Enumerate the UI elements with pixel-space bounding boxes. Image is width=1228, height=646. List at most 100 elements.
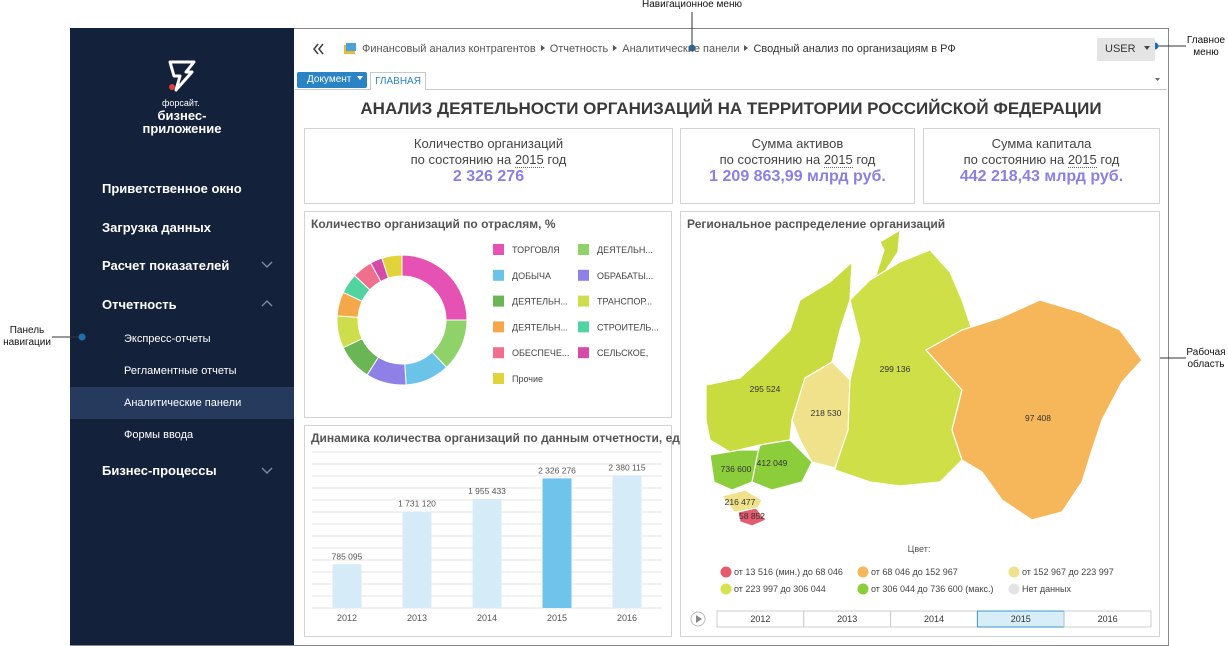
legend-swatch <box>578 295 589 307</box>
kpi-suffix: год <box>1100 152 1120 167</box>
callout-line: Рабочая <box>1186 347 1226 358</box>
year-label[interactable]: 2016 <box>1098 614 1118 624</box>
caret[interactable] <box>1153 76 1163 84</box>
map-region <box>751 439 813 491</box>
play-icon <box>696 615 702 623</box>
region-label: 218 530 <box>811 408 842 418</box>
user-label[interactable]: USER <box>1105 43 1136 55</box>
year-label[interactable]: 2012 <box>750 614 770 624</box>
nav-item[interactable]: Отчетность <box>102 297 177 312</box>
year-label[interactable]: 2015 <box>1011 614 1031 624</box>
kpi-label: Сумма активов <box>751 136 844 151</box>
legend-swatch <box>493 269 504 281</box>
legend-label: ДЕЯТЕЛЬН... <box>597 245 653 255</box>
bar <box>332 564 362 608</box>
region-label: 412 049 <box>757 458 788 468</box>
legend-title: Цвет: <box>908 544 931 554</box>
document-button[interactable]: Документ <box>297 72 367 88</box>
callout: Главное меню <box>1178 35 1228 59</box>
nav-subitem[interactable]: Экспресс-отчеты <box>124 333 211 345</box>
breadcrumb-item[interactable]: Аналитические панели <box>622 43 740 55</box>
callout-line: Главное <box>1186 35 1226 46</box>
region-label: 216 477 <box>725 497 756 507</box>
map-region <box>791 361 851 469</box>
legend-swatch <box>493 244 504 255</box>
kpi-prefix: по состоянию на <box>963 152 1065 167</box>
header-icons[interactable] <box>312 42 362 56</box>
callout-line: Панель <box>9 325 45 336</box>
legend-swatch <box>1008 583 1020 595</box>
kpi-year[interactable]: 2015 <box>1067 152 1097 168</box>
year-label[interactable]: 2014 <box>924 614 944 624</box>
donut-segment <box>401 254 468 321</box>
nav-item[interactable]: Бизнес-процессы <box>102 463 217 478</box>
logo-text: бизнес- <box>157 108 207 123</box>
region-label: 736 600 <box>721 464 752 474</box>
donut-segment <box>381 254 403 279</box>
bar-value-label: 1 731 120 <box>398 499 436 509</box>
breadcrumb-item[interactable]: Финансовый анализ контрагентов <box>362 43 536 55</box>
bar-value-label: 1 955 433 <box>468 486 506 496</box>
legend-label: от 152 967 до 223 997 <box>1022 567 1114 577</box>
kpi-subtitle: по состоянию на 2015 год <box>305 152 672 168</box>
year-label[interactable]: 2013 <box>837 614 857 624</box>
kpi-value: 1 209 863,99 млрд руб. <box>709 168 886 185</box>
kpi-year[interactable]: 2015 <box>514 152 544 168</box>
legend-label: ОБРАБАТЫ... <box>597 271 653 281</box>
callout-line: меню <box>1193 47 1219 58</box>
callout: Панель навигации <box>0 325 54 349</box>
breadcrumb: Финансовый анализ контрагентов Отчетность… <box>362 43 956 55</box>
bar-value-label: 785 095 <box>332 551 363 561</box>
nav-item[interactable]: Загрузка данных <box>102 220 211 235</box>
kpi-value: 2 326 276 <box>452 168 525 185</box>
legend-swatch <box>493 321 504 333</box>
breadcrumb-item[interactable]: Отчетность <box>549 43 609 55</box>
legend-swatch <box>578 347 589 359</box>
nav-item[interactable]: Приветственное окно <box>102 181 242 196</box>
legend-label: СЕЛЬСКОЕ, <box>597 348 648 358</box>
kpi-card: Сумма активов по состоянию на 2015 год 1 2… <box>680 128 915 204</box>
legend-label: СТРОИТЕЛЬ... <box>597 322 659 332</box>
kpi-suffix: год <box>856 152 876 167</box>
caret <box>357 76 364 80</box>
document-label[interactable]: Документ <box>307 74 352 85</box>
tab[interactable]: ГЛАВНАЯ <box>370 72 426 90</box>
kpi-value: 442 218,43 млрд руб. <box>959 168 1124 185</box>
x-tick-label: 2014 <box>477 613 497 623</box>
region-label: 295 524 <box>750 384 781 394</box>
legend-label: Прочие <box>512 374 543 384</box>
year-cell[interactable] <box>1063 610 1152 628</box>
legend-label: ТРАНСПОР... <box>597 297 652 307</box>
legend-label: ТОРГОВЛЯ <box>512 245 560 255</box>
x-tick-label: 2016 <box>617 613 637 623</box>
region-label: 97 408 <box>1025 413 1051 423</box>
nav-item[interactable]: Расчет показателей <box>102 258 230 273</box>
caret <box>1143 46 1150 50</box>
legend-label: ДЕЯТЕЛЬН... <box>512 322 568 332</box>
panel-title: Количество организаций по отраслям, % <box>311 217 556 231</box>
callout: Рабочая область <box>1178 347 1228 371</box>
separator <box>540 45 545 51</box>
nav-subitem[interactable]: Регламентные отчеты <box>124 365 237 377</box>
nav-subitem[interactable]: Формы ввода <box>124 429 194 441</box>
kpi-year[interactable]: 2015 <box>823 152 853 168</box>
kpi-subtitle: по состоянию на 2015 год <box>681 152 914 168</box>
panel: Количество организаций по отраслям, % <box>304 211 672 418</box>
legend-swatch <box>720 566 732 578</box>
map-region <box>925 299 1143 521</box>
user-menu[interactable]: USER <box>1097 38 1155 61</box>
breadcrumb-item: Сводный анализ по организациям в РФ <box>753 43 956 55</box>
x-tick-label: 2012 <box>337 613 357 623</box>
nav-subitem[interactable]: Аналитические панели <box>124 397 242 409</box>
kpi-label: Сумма капитала <box>991 136 1092 151</box>
legend-label: от 68 046 до 152 967 <box>871 567 958 577</box>
legend-swatch <box>493 373 504 384</box>
legend-swatch <box>578 321 589 333</box>
bar <box>542 478 572 608</box>
kpi-label: Количество организаций <box>413 136 564 151</box>
legend-label: ОБЕСПЕЧЕ... <box>512 348 569 358</box>
callout-line: область <box>1187 359 1225 370</box>
kpi-card: Сумма капитала по состоянию на 2015 год 44… <box>923 128 1160 204</box>
kpi-subtitle: по состоянию на 2015 год <box>924 152 1159 168</box>
